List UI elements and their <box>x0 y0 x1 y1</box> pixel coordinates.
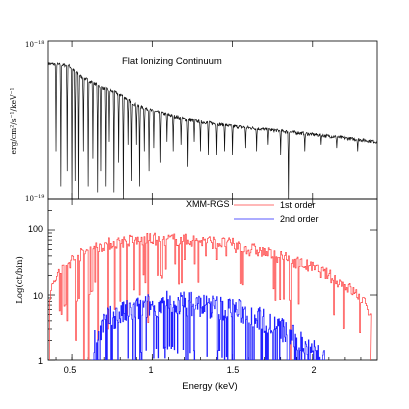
x-tick-label-1.5: 1.5 <box>227 365 240 375</box>
second-order-series-line <box>91 290 326 360</box>
y-tick-label-100: 100 <box>28 224 43 234</box>
bottom-axis-ticks <box>48 199 377 361</box>
x-axis-label: Energy (keV) <box>182 381 237 392</box>
legend: 1st order 2nd order <box>234 200 319 224</box>
top-panel: Flat Ionizing Continuum 10−18 10−19 erg/… <box>9 40 378 203</box>
x-tick-label-1: 1 <box>148 365 153 375</box>
x-tick-label-0.5: 0.5 <box>64 365 77 375</box>
legend-first-order-label: 1st order <box>280 200 316 210</box>
first-order-series-line <box>49 232 372 360</box>
bottom-panel-title: XMM-RGS <box>186 199 230 209</box>
top-spectrum-line <box>48 61 377 199</box>
x-tick-label-2: 2 <box>311 365 316 375</box>
bottom-y-axis-label: Log(ct/bin) <box>14 256 25 304</box>
bottom-plot-frame <box>47 198 378 361</box>
y-tick-label-10: 10 <box>33 291 43 301</box>
top-panel-title: Flat Ionizing Continuum <box>122 56 222 67</box>
y-tick-label-1: 1 <box>38 356 43 366</box>
top-y-axis-label: erg/cm²/s⁻¹/keV⁻¹ <box>9 88 18 155</box>
top-y-tick-label-low: 10−19 <box>25 194 44 203</box>
top-y-tick-label-high: 10−18 <box>25 40 44 49</box>
legend-second-order-label: 2nd order <box>280 214 319 224</box>
bottom-panel: XMM-RGS 1st order 2nd order 100 10 1 0.5… <box>14 198 378 392</box>
